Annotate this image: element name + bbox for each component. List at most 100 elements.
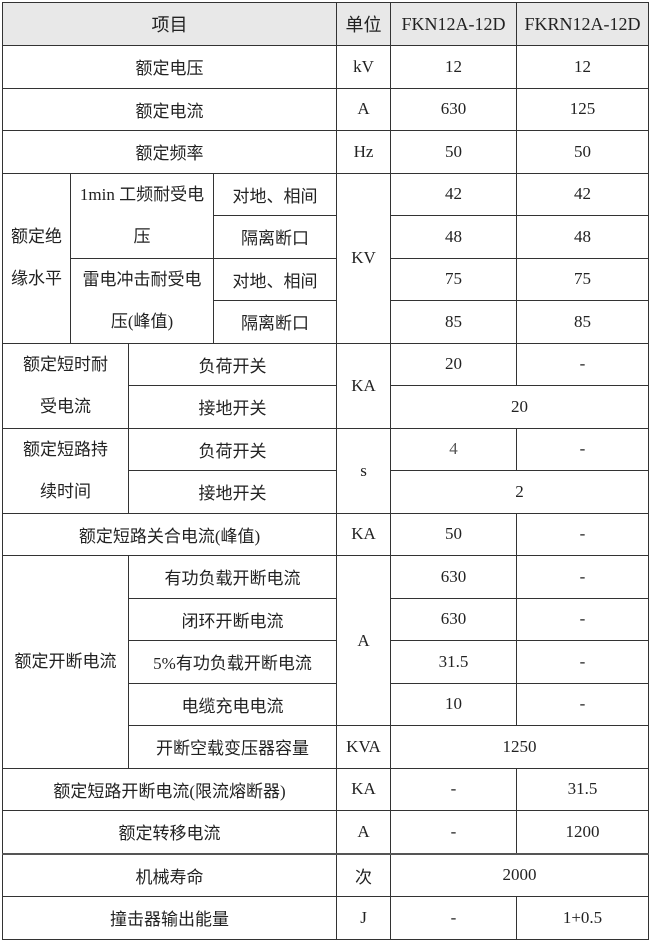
unit-cell: A [336,87,391,131]
table-row: 5%有功负载开断电流 31.5 - [3,640,649,684]
sub-cell: 对地、相间 [213,172,337,216]
item-cell: 撞击器输出能量 [2,896,337,940]
value-b: - [516,555,649,599]
value-a: 85 [390,300,517,344]
table-row: 额定短路持续时间 负荷开关 s 4 - [2,427,649,514]
table-row: 额定短路关合电流(峰值) KA 50 - [2,512,649,556]
sub-cell: 隔离断口 [213,215,337,259]
value-merged: 20 [390,385,649,429]
value-a: - [390,767,517,811]
value-a: 10 [390,682,517,726]
item-cell: 额定电流 [2,87,337,131]
sub-cell: 隔离断口 [213,300,337,344]
power-freq-label: 1min 工频耐受电压 [70,172,214,259]
unit-cell: 次 [336,852,391,897]
value-b: 42 [516,172,649,216]
sub-cell: 负荷开关 [128,427,337,471]
value-a: - [390,896,517,940]
breaking-group: 额定开断电流 [2,555,129,769]
table-row: 开断空载变压器容量 KVA 1250 [3,725,649,769]
value-b: 85 [516,300,649,344]
unit-cell: A [336,810,391,854]
unit-cell: KVA [336,725,391,769]
value-a: 42 [390,172,517,216]
value-a: 630 [390,555,517,599]
table-row: 额定电压 kV 12 12 [2,45,649,89]
table-row: 额定短时耐受电流 负荷开关 KA 20 - [2,342,649,429]
item-cell: 额定短路开断电流(限流熔断器) [2,767,337,811]
value-b: 31.5 [516,767,649,811]
header-model-a: FKN12A-12D [390,2,517,46]
table-row: 额定频率 Hz 50 50 [2,130,649,174]
table-row: 额定转移电流 A - 1200 [2,810,649,854]
table-row: 撞击器输出能量 J - 1+0.5 [2,896,649,940]
value-a: 20 [390,342,517,386]
value-b: - [516,342,649,386]
unit-cell: kV [336,45,391,89]
value-a: 50 [390,130,517,174]
table-row: 接地开关 20 [3,385,649,429]
header-unit: 单位 [336,2,391,46]
value-b: 50 [516,130,649,174]
table-row: 额定电流 A 630 125 [2,87,649,131]
sub-cell: 有功负载开断电流 [128,555,337,599]
item-cell: 额定短路关合电流(峰值) [2,512,337,556]
item-cell: 额定电压 [2,45,337,89]
table-row: 电缆充电电流 10 - [3,682,649,726]
unit-cell: KA [336,342,391,429]
table-row: 额定绝缘水平 1min 工频耐受电压 对地、相间 KV 42 42 [2,172,649,344]
table-row: 隔离断口 85 85 [3,300,649,344]
table-row: 接地开关 2 [3,470,649,514]
value-a: 48 [390,215,517,259]
unit-cell: KV [336,172,391,344]
sub-cell: 负荷开关 [128,342,337,386]
lightning-label: 雷电冲击耐受电压(峰值) [70,257,214,344]
header-item: 项目 [2,2,337,46]
value-b: 12 [516,45,649,89]
item-cell: 额定转移电流 [2,810,337,854]
value-a: 12 [390,45,517,89]
table-row: 闭环开断电流 630 - [3,597,649,641]
sub-cell: 闭环开断电流 [128,597,337,641]
value-b: 75 [516,257,649,301]
value-b: 1200 [516,810,649,854]
value-merged: 1250 [390,725,649,769]
table-row: 额定开断电流 有功负载开断电流 A 630 - [2,555,649,769]
sub-cell: 接地开关 [128,470,337,514]
value-b: - [516,427,649,471]
unit-cell: J [336,896,391,940]
header-model-b: FKRN12A-12D [516,2,649,46]
value-b: - [516,597,649,641]
table-row: 雷电冲击耐受电压(峰值) 对地、相间 75 75 [3,257,649,344]
unit-cell: KA [336,512,391,556]
insulation-group: 额定绝缘水平 [2,172,71,344]
value-merged: 2 [390,470,649,514]
sub-cell: 对地、相间 [213,257,337,301]
value-b: 125 [516,87,649,131]
sub-cell: 5%有功负载开断电流 [128,640,337,684]
value-b: 48 [516,215,649,259]
value-b: 1+0.5 [516,896,649,940]
value-b: - [516,512,649,556]
unit-cell: s [336,427,391,514]
sub-cell: 电缆充电电流 [128,682,337,726]
short-time-group: 额定短时耐受电流 [2,342,129,429]
sub-cell: 开断空载变压器容量 [128,725,337,769]
table-row: 机械寿命 次 2000 [2,852,649,897]
value-merged: 2000 [390,852,649,897]
unit-cell: KA [336,767,391,811]
table-row: 额定短路开断电流(限流熔断器) KA - 31.5 [2,767,649,811]
item-cell: 机械寿命 [2,852,337,897]
value-a: 630 [390,87,517,131]
value-b: - [516,682,649,726]
value-a: 4 [390,427,517,471]
value-a: 31.5 [390,640,517,684]
value-b: - [516,640,649,684]
unit-cell: Hz [336,130,391,174]
value-a: 50 [390,512,517,556]
sub-cell: 接地开关 [128,385,337,429]
short-duration-group: 额定短路持续时间 [2,427,129,514]
value-a: 75 [390,257,517,301]
unit-cell: A [336,555,391,726]
